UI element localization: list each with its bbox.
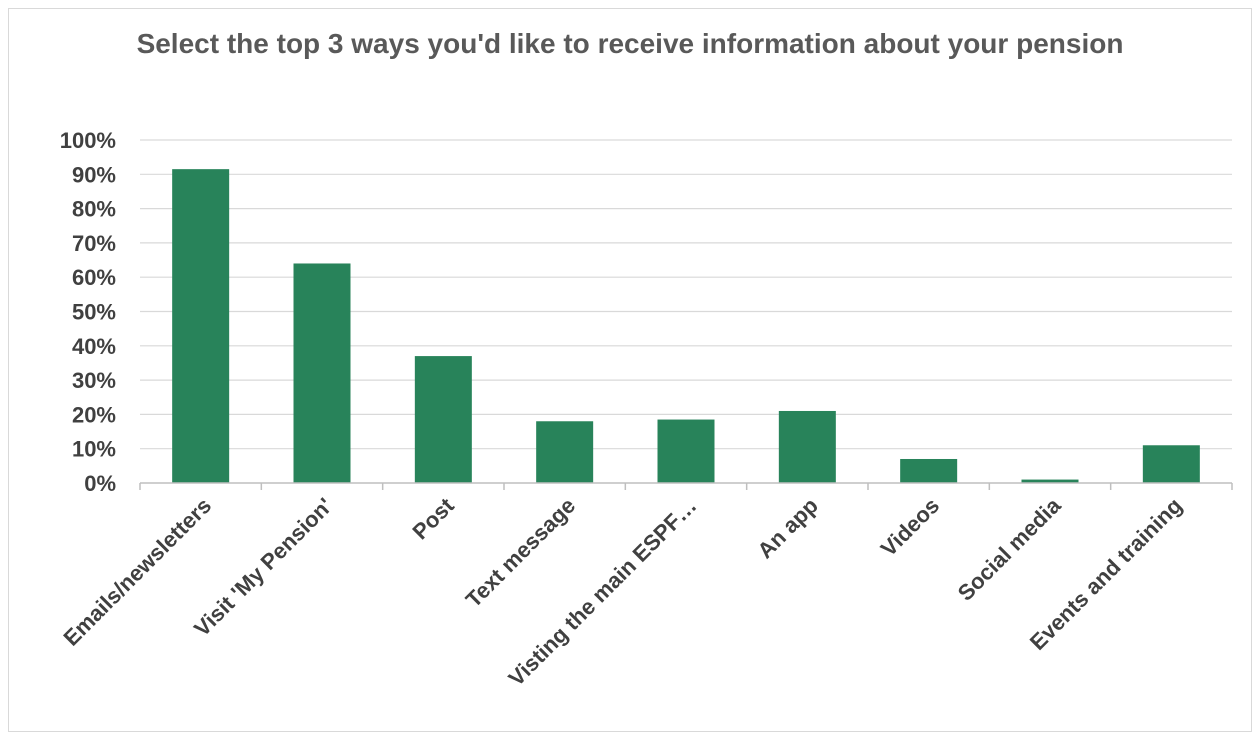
x-tick-label: An app: [752, 493, 822, 563]
y-tick-label: 90%: [72, 162, 116, 187]
bar: [293, 263, 351, 483]
y-tick-labels: 0% 10% 20% 30% 40% 50% 60% 70% 80% 90% 100%: [60, 128, 116, 496]
y-tick-label: 70%: [72, 231, 116, 256]
x-axis: [139, 482, 1233, 490]
bar: [900, 458, 958, 483]
y-tick-label: 10%: [72, 437, 116, 462]
bar: [778, 410, 836, 483]
x-tick-label: Social media: [953, 492, 1066, 605]
y-tick-label: 40%: [72, 334, 116, 359]
bar: [172, 169, 230, 483]
bar: [1142, 445, 1200, 483]
y-tick-label: 0%: [84, 471, 116, 496]
bar: [414, 356, 472, 483]
y-tick-label: 80%: [72, 197, 116, 222]
chart-title: Select the top 3 ways you'd like to rece…: [136, 28, 1124, 59]
y-tick-label: 20%: [72, 402, 116, 427]
x-tick-label: Post: [407, 492, 459, 544]
y-tick-label: 60%: [72, 265, 116, 290]
bar: [657, 419, 715, 483]
x-tick-label: Text message: [461, 493, 580, 612]
bars: [172, 169, 1200, 483]
y-tick-label: 30%: [72, 368, 116, 393]
bar: [536, 421, 594, 483]
bar: [1021, 479, 1079, 483]
y-tick-label: 50%: [72, 300, 116, 325]
y-tick-label: 100%: [60, 128, 116, 153]
x-tick-label: Videos: [876, 493, 944, 561]
